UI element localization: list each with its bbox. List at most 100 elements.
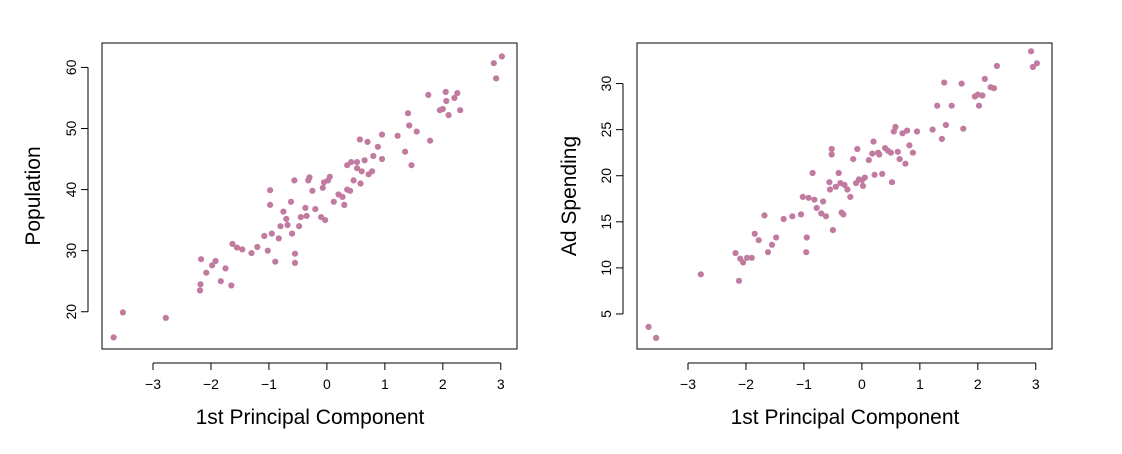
data-point [275,235,282,242]
data-point [451,94,458,102]
data-point [981,75,988,82]
data-point [326,173,333,180]
plot-box-right [636,42,1053,350]
data-point [869,150,876,157]
data-point [1033,60,1040,67]
data-point [353,159,361,166]
x-axis-label-left: 1st Principal Component [196,406,425,429]
data-point [427,137,434,144]
data-point [264,247,271,254]
data-point [341,201,348,208]
data-point [748,254,755,261]
y-tick-label-right: 15 [598,214,614,230]
data-point [350,177,357,184]
data-point [248,250,255,257]
data-point [803,249,810,256]
data-point [844,186,851,193]
y-tick-label-right: 20 [598,168,614,184]
data-point [229,240,236,247]
data-point [309,187,316,194]
data-point [289,230,296,237]
panel-ad-spending: −3 −2 −1 0 1 2 3 5 10 15 20 25 30 1st Principal Comp… [558,42,1053,429]
x-tick-label-right: 3 [1032,376,1040,392]
data-point [378,131,386,138]
data-point [233,244,241,251]
left-axes-ticks: −3 −2 −1 0 1 2 3 20 30 40 50 60 [63,59,505,392]
data-point [267,201,274,208]
data-point [239,246,246,253]
data-point [892,123,899,130]
data-point [829,227,837,234]
data-point [498,53,505,60]
data-point [217,278,224,285]
data-point [993,62,1001,70]
data-point [119,309,126,316]
data-point [272,258,279,265]
data-point [457,107,464,114]
data-point [850,156,857,163]
data-point [755,237,762,244]
data-point [805,194,812,201]
data-point [934,102,941,109]
x-axis-label-right: 1st Principal Component [731,406,960,429]
data-point [832,183,839,190]
data-point [254,243,261,251]
data-point [958,80,965,87]
data-point [339,193,346,200]
data-point [740,259,747,266]
data-point [942,121,950,129]
data-point [894,148,901,155]
y-axis-label-right: Ad Spending [558,136,581,256]
data-point [378,155,386,163]
data-point [302,204,309,211]
x-tick-label-right: 2 [974,376,982,392]
y-tick-label-right: 25 [598,122,614,138]
panel-population: −3 −2 −1 0 1 2 3 20 30 40 50 60 1st Principal Compo… [22,42,518,429]
data-point [347,187,354,194]
data-point [799,193,806,200]
data-point [196,287,204,294]
data-point [356,136,363,143]
plot-box-left [101,42,518,350]
y-tick-label-right: 5 [598,310,614,318]
data-point [162,314,169,321]
data-point [212,257,219,265]
data-point [899,130,906,137]
x-tick-label-left: 1 [381,376,389,392]
data-point [938,135,946,142]
data-point [840,211,847,218]
x-tick-label-left: 0 [323,376,331,392]
x-tick-label-left: 2 [439,376,447,392]
data-point [902,160,909,167]
data-point [990,85,998,92]
data-point [303,212,310,219]
data-point [1028,48,1035,55]
data-point [820,198,827,205]
data-point [267,187,274,194]
data-point [751,230,758,237]
data-point [291,250,299,257]
data-point [822,213,830,220]
data-point [904,127,911,134]
data-point [493,75,500,82]
data-point [197,281,204,288]
data-point [394,132,401,139]
data-point [941,79,948,86]
data-point [761,212,768,219]
data-point [811,196,818,203]
data-point [287,198,295,205]
data-point [1029,63,1036,71]
x-tick-label-left: 3 [497,376,505,392]
data-point [369,168,376,175]
y-tick-label-left: 60 [63,59,79,75]
data-point [826,179,833,186]
data-point [789,213,796,220]
data-point [358,168,365,175]
data-point [653,334,660,341]
data-point [841,181,848,188]
data-point [929,126,936,133]
data-point [445,112,452,119]
data-point [408,162,415,169]
data-point [374,143,381,150]
